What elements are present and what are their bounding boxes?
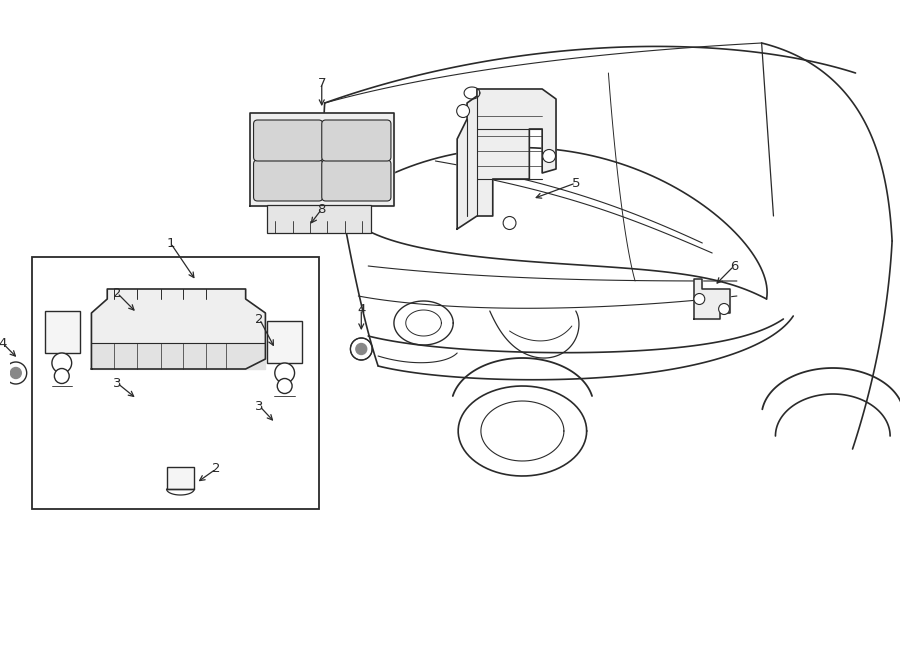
- Circle shape: [11, 368, 22, 379]
- Text: 4: 4: [357, 303, 365, 315]
- Circle shape: [543, 149, 555, 163]
- Bar: [32, 257, 319, 509]
- Text: 8: 8: [318, 202, 326, 215]
- Polygon shape: [249, 113, 394, 206]
- Bar: [166, 467, 194, 489]
- Circle shape: [54, 368, 69, 383]
- Text: 3: 3: [256, 399, 264, 412]
- FancyBboxPatch shape: [322, 120, 391, 161]
- Circle shape: [52, 353, 72, 373]
- Text: 2: 2: [212, 463, 220, 475]
- Text: 5: 5: [572, 176, 580, 190]
- FancyBboxPatch shape: [254, 120, 323, 161]
- Circle shape: [456, 104, 470, 118]
- Text: 7: 7: [318, 77, 326, 89]
- Polygon shape: [457, 89, 556, 229]
- Bar: [267, 205, 371, 233]
- Bar: [267, 321, 302, 363]
- FancyBboxPatch shape: [254, 160, 323, 201]
- Circle shape: [503, 217, 516, 229]
- Circle shape: [718, 303, 730, 315]
- Polygon shape: [695, 279, 730, 319]
- Circle shape: [694, 293, 705, 305]
- Text: 1: 1: [166, 237, 175, 249]
- Polygon shape: [92, 289, 266, 369]
- Circle shape: [350, 338, 373, 360]
- Text: 4: 4: [0, 336, 6, 350]
- Circle shape: [274, 363, 294, 383]
- Polygon shape: [92, 343, 266, 369]
- Text: 6: 6: [730, 260, 738, 272]
- Text: 2: 2: [256, 313, 264, 325]
- Circle shape: [356, 344, 366, 354]
- Circle shape: [277, 379, 292, 393]
- Text: 3: 3: [112, 377, 122, 389]
- Circle shape: [5, 362, 27, 384]
- Text: 2: 2: [112, 286, 122, 299]
- Bar: [45, 311, 79, 353]
- FancyBboxPatch shape: [322, 160, 391, 201]
